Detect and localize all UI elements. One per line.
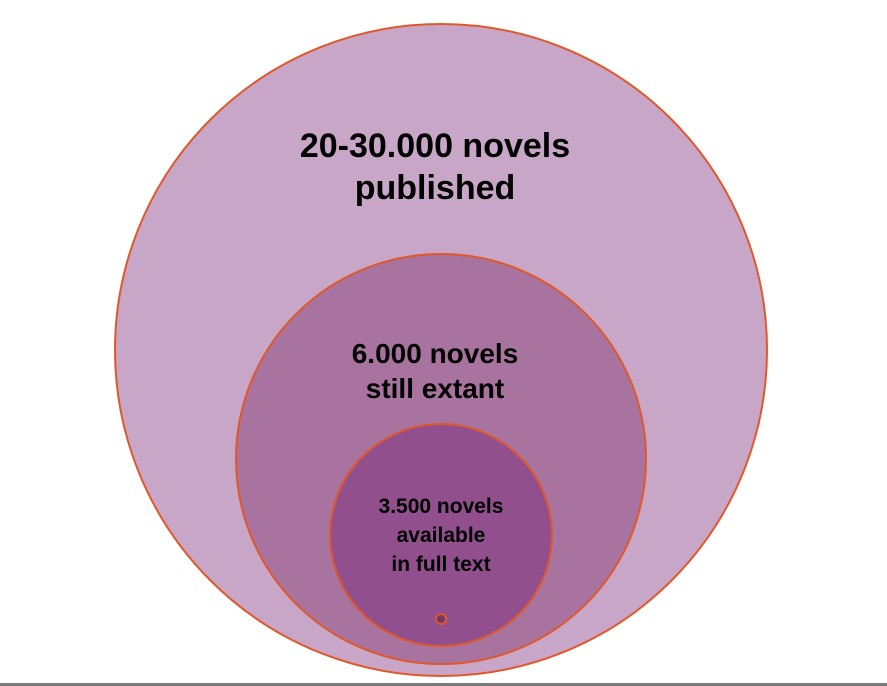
inner-circle-label: 3.500 novels available in full text bbox=[330, 492, 552, 579]
outer-label-line: 20-30.000 novels bbox=[299, 127, 571, 165]
inner-circle bbox=[329, 423, 553, 647]
bottom-divider bbox=[0, 683, 887, 686]
inner-label-line: in full text bbox=[391, 553, 491, 576]
middle-label-line: still extant bbox=[365, 373, 505, 404]
outer-circle-label: 20-30.000 novels published bbox=[235, 125, 635, 209]
outer-label-line: published bbox=[354, 169, 516, 207]
inner-label-line: 3.500 novels bbox=[378, 495, 504, 518]
middle-label-line: 6.000 novels bbox=[351, 338, 519, 369]
inner-label-line: available bbox=[396, 524, 486, 547]
middle-circle-label: 6.000 novels still extant bbox=[285, 336, 585, 406]
center-dot bbox=[435, 613, 447, 625]
